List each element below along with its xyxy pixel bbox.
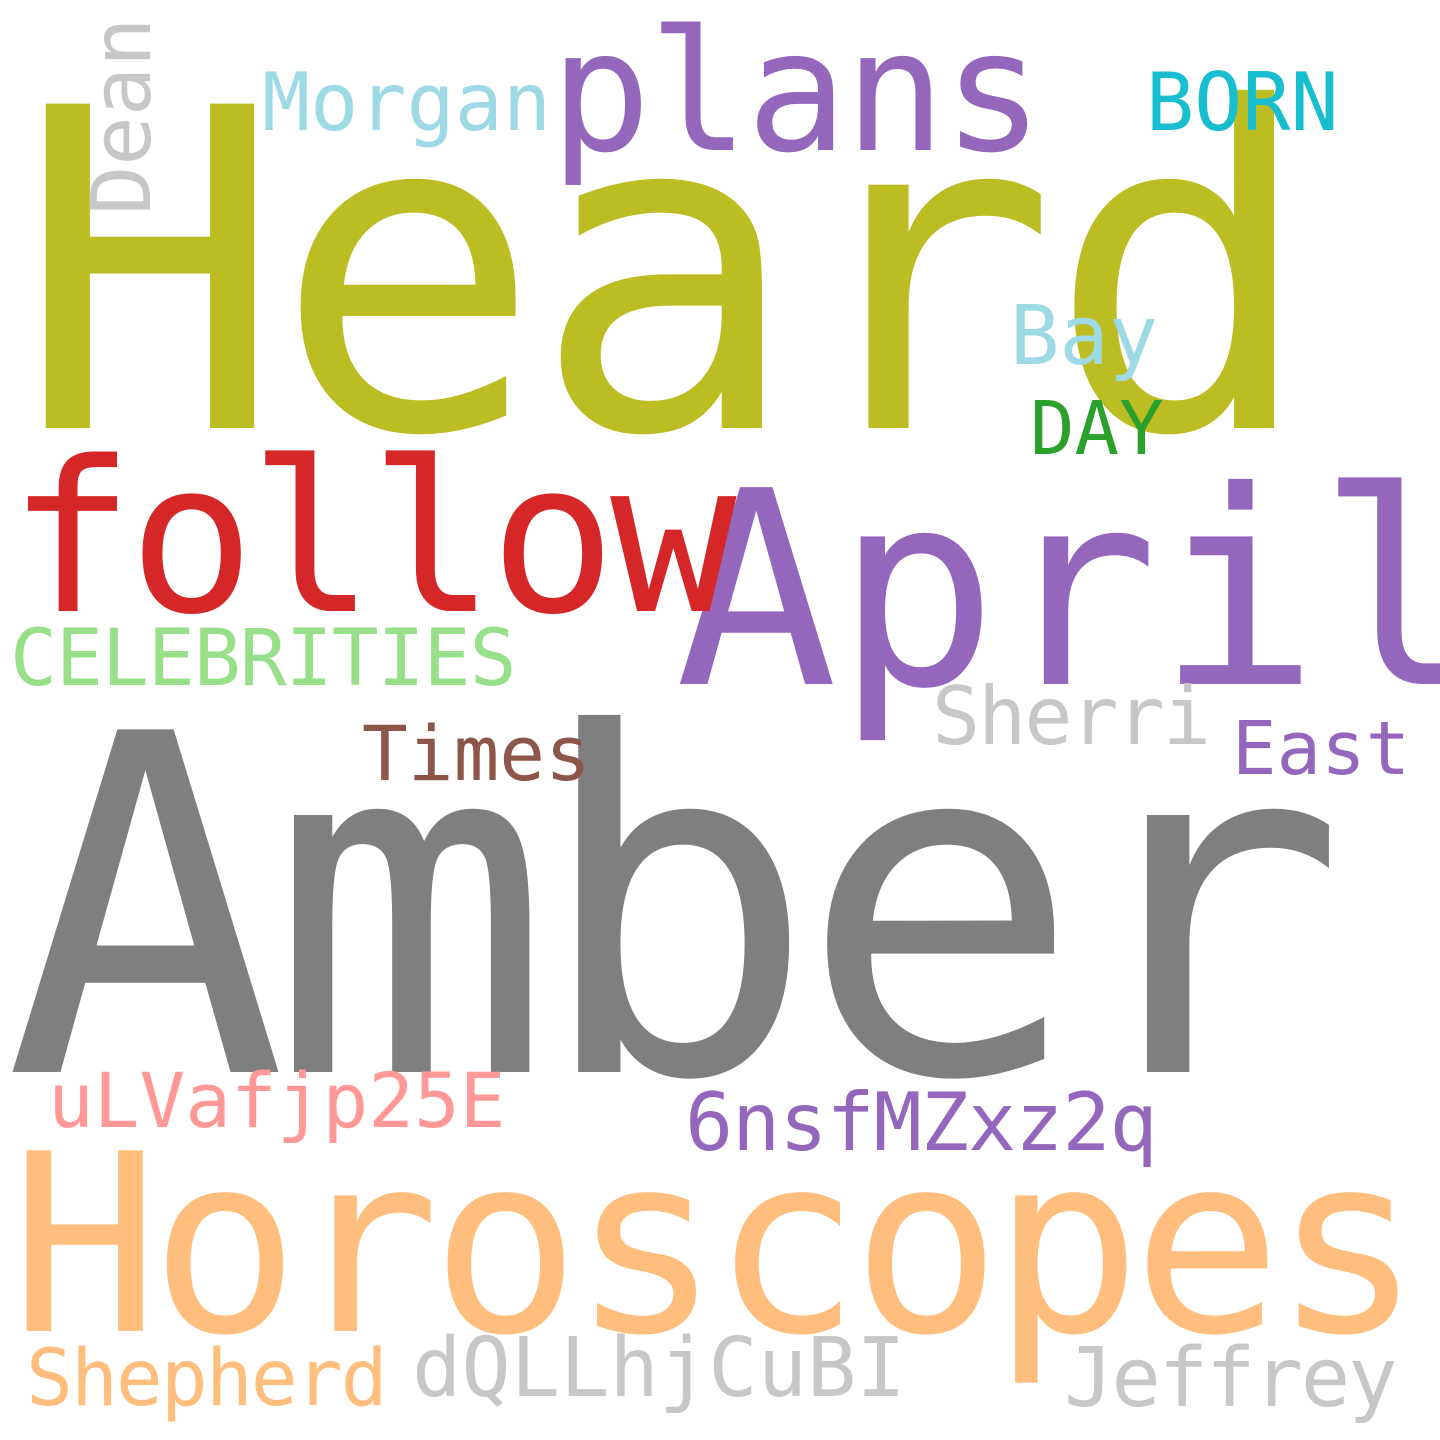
- word-amber: Amber: [4, 636, 1347, 1183]
- word-day: DAY: [1030, 386, 1164, 472]
- word-horoscopes: Horoscopes: [10, 1102, 1422, 1390]
- word-shepherd: Shepherd: [26, 1334, 388, 1424]
- word-6nsfmzxz2q: 6nsfMZxz2q: [685, 1076, 1158, 1169]
- word-born: BORN: [1146, 56, 1339, 149]
- word-ulvafjp25e: uLVafjp25E: [48, 1056, 506, 1145]
- word-times: Times: [362, 709, 591, 798]
- word-plans: plans: [550, 0, 1044, 190]
- word-follow: follow: [8, 416, 737, 661]
- word-heard: Heard: [16, 15, 1316, 533]
- word-dqllhjcubi: dQLLhjCuBI: [412, 1321, 906, 1416]
- word-morgan: Morgan: [262, 56, 551, 149]
- word-celebrities: CELEBRITIES: [10, 614, 517, 704]
- word-jeffrey: Jeffrey: [1064, 1331, 1398, 1426]
- word-east: East: [1232, 706, 1411, 792]
- word-sherri: Sherri: [932, 670, 1211, 763]
- word-bay: Bay: [1010, 289, 1159, 384]
- word-dean: Dean: [75, 17, 170, 215]
- word-april: April: [675, 433, 1440, 748]
